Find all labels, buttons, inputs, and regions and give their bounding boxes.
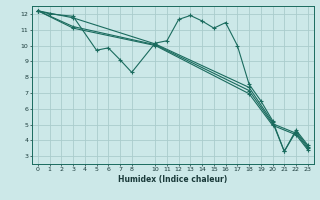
X-axis label: Humidex (Indice chaleur): Humidex (Indice chaleur) (118, 175, 228, 184)
